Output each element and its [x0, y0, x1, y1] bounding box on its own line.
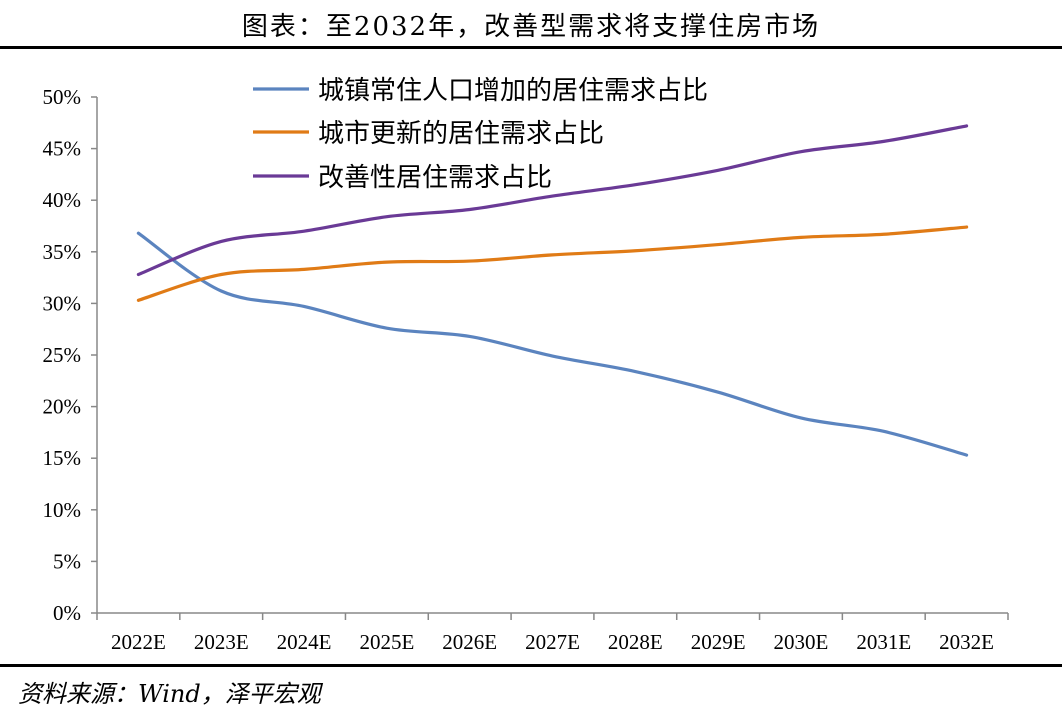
legend-label-2: 城市更新的居住需求占比 — [318, 119, 604, 149]
x-axis-ticks: 2022E 2023E 2024E 2025E 2026E 2027E 2028E 2029E… — [96, 613, 1009, 654]
x-tick-label: 2029E — [691, 630, 746, 654]
x-tick-label: 2022E — [111, 630, 166, 654]
source-note: 资料来源：Wind，泽平宏观 — [18, 680, 321, 708]
x-tick-label: 2025E — [359, 630, 414, 654]
series-line-2 — [136, 225, 969, 302]
title-divider — [0, 46, 1062, 49]
x-tick-label: 2024E — [277, 630, 332, 654]
series-line-1 — [136, 231, 969, 457]
x-tick-label: 2031E — [856, 630, 911, 654]
y-tick-label: 45% — [43, 137, 82, 161]
series-line-3 — [136, 124, 969, 277]
y-tick-label: 15% — [43, 446, 82, 470]
y-tick-label: 30% — [43, 291, 82, 315]
y-tick-label: 5% — [53, 549, 81, 573]
y-tick-label: 20% — [43, 395, 82, 419]
y-tick-label: 10% — [43, 498, 82, 522]
legend-label-3: 改善性居住需求占比 — [318, 163, 552, 193]
source-divider — [0, 664, 1062, 667]
y-tick-label: 25% — [43, 343, 82, 367]
x-tick-label: 2023E — [194, 630, 249, 654]
y-tick-label: 40% — [43, 188, 82, 212]
x-tick-label: 2026E — [442, 630, 497, 654]
y-axis-ticks: 0% 5% 10% 15% 20% 25% 30% 35% 40% 45% 50% — [43, 85, 97, 625]
series-lines — [136, 124, 969, 457]
chart-title: 图表：至2032年，改善型需求将支撑住房市场 — [241, 12, 821, 42]
x-tick-label: 2032E — [939, 630, 994, 654]
y-tick-label: 35% — [43, 240, 82, 264]
x-tick-label: 2027E — [525, 630, 580, 654]
y-tick-label: 0% — [53, 601, 81, 625]
x-tick-label: 2030E — [774, 630, 829, 654]
x-tick-label: 2028E — [608, 630, 663, 654]
y-tick-label: 50% — [43, 85, 82, 109]
line-chart: 0%5%10%15%20%25%30%35%40%45%50% 2022E 202… — [43, 76, 1009, 654]
legend-label-1: 城镇常住人口增加的居住需求占比 — [318, 76, 708, 106]
